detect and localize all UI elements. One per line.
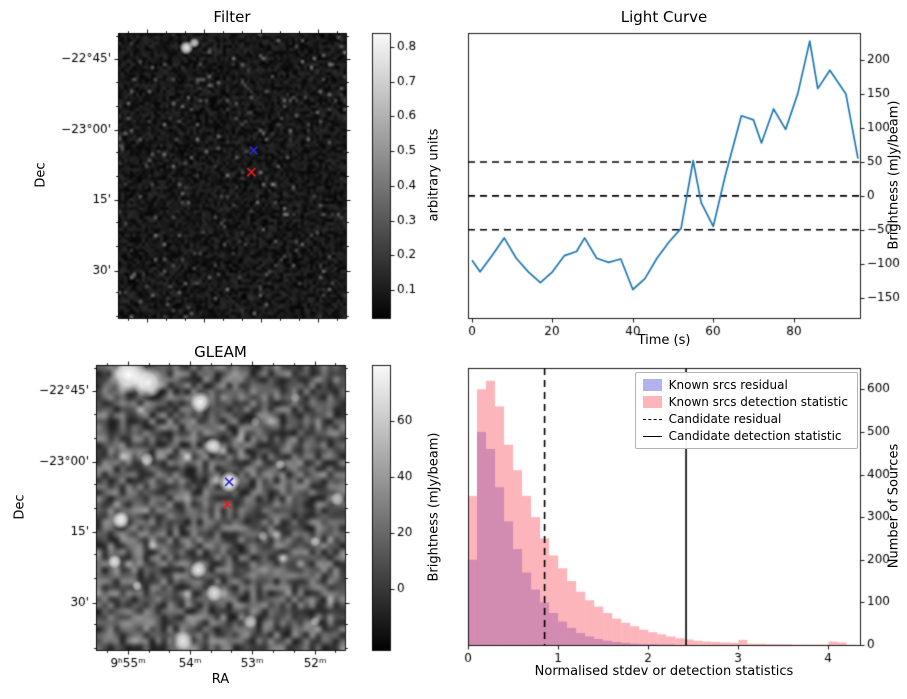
gleam-colorbar-label: Brightness (mJy/beam) [426, 432, 442, 582]
gleam-panel-title: GLEAM [194, 343, 247, 361]
filter-ylabel: Dec [33, 162, 49, 188]
legend-label-candidate-detstat: Candidate detection statistic [668, 429, 842, 443]
light-curve-panel-title: Light Curve [620, 8, 708, 26]
light-curve-xlabel: Time (s) [637, 333, 691, 348]
light-curve-ylabel: Brightness (mJy/beam) [886, 100, 902, 250]
legend-label-candidate-residual: Candidate residual [668, 412, 782, 426]
legend-label-known-residual: Known srcs residual [668, 378, 788, 392]
histogram-xlabel: Normalised stdev or detection statistics [534, 664, 794, 679]
gleam-xlabel: RA [211, 672, 230, 687]
histogram-ylabel: Number of Sources [886, 443, 902, 569]
gleam-ylabel: Dec [12, 494, 28, 520]
legend-solid-line-sample [642, 436, 662, 437]
histogram-legend: Known srcs residual Known srcs detection… [634, 372, 858, 449]
filter-colorbar-label: arbitrary units [426, 128, 442, 222]
filter-panel-title: Filter [213, 8, 251, 26]
legend-row-known-residual: Known srcs residual [642, 378, 848, 392]
legend-patch-detstat [642, 396, 662, 408]
legend-row-candidate-residual: Candidate residual [642, 412, 848, 426]
legend-row-known-detstat: Known srcs detection statistic [642, 395, 848, 409]
legend-patch-residual [642, 379, 662, 391]
legend-label-known-detstat: Known srcs detection statistic [668, 395, 848, 409]
legend-row-candidate-detstat: Candidate detection statistic [642, 429, 848, 443]
legend-dashed-line-sample [642, 419, 662, 420]
